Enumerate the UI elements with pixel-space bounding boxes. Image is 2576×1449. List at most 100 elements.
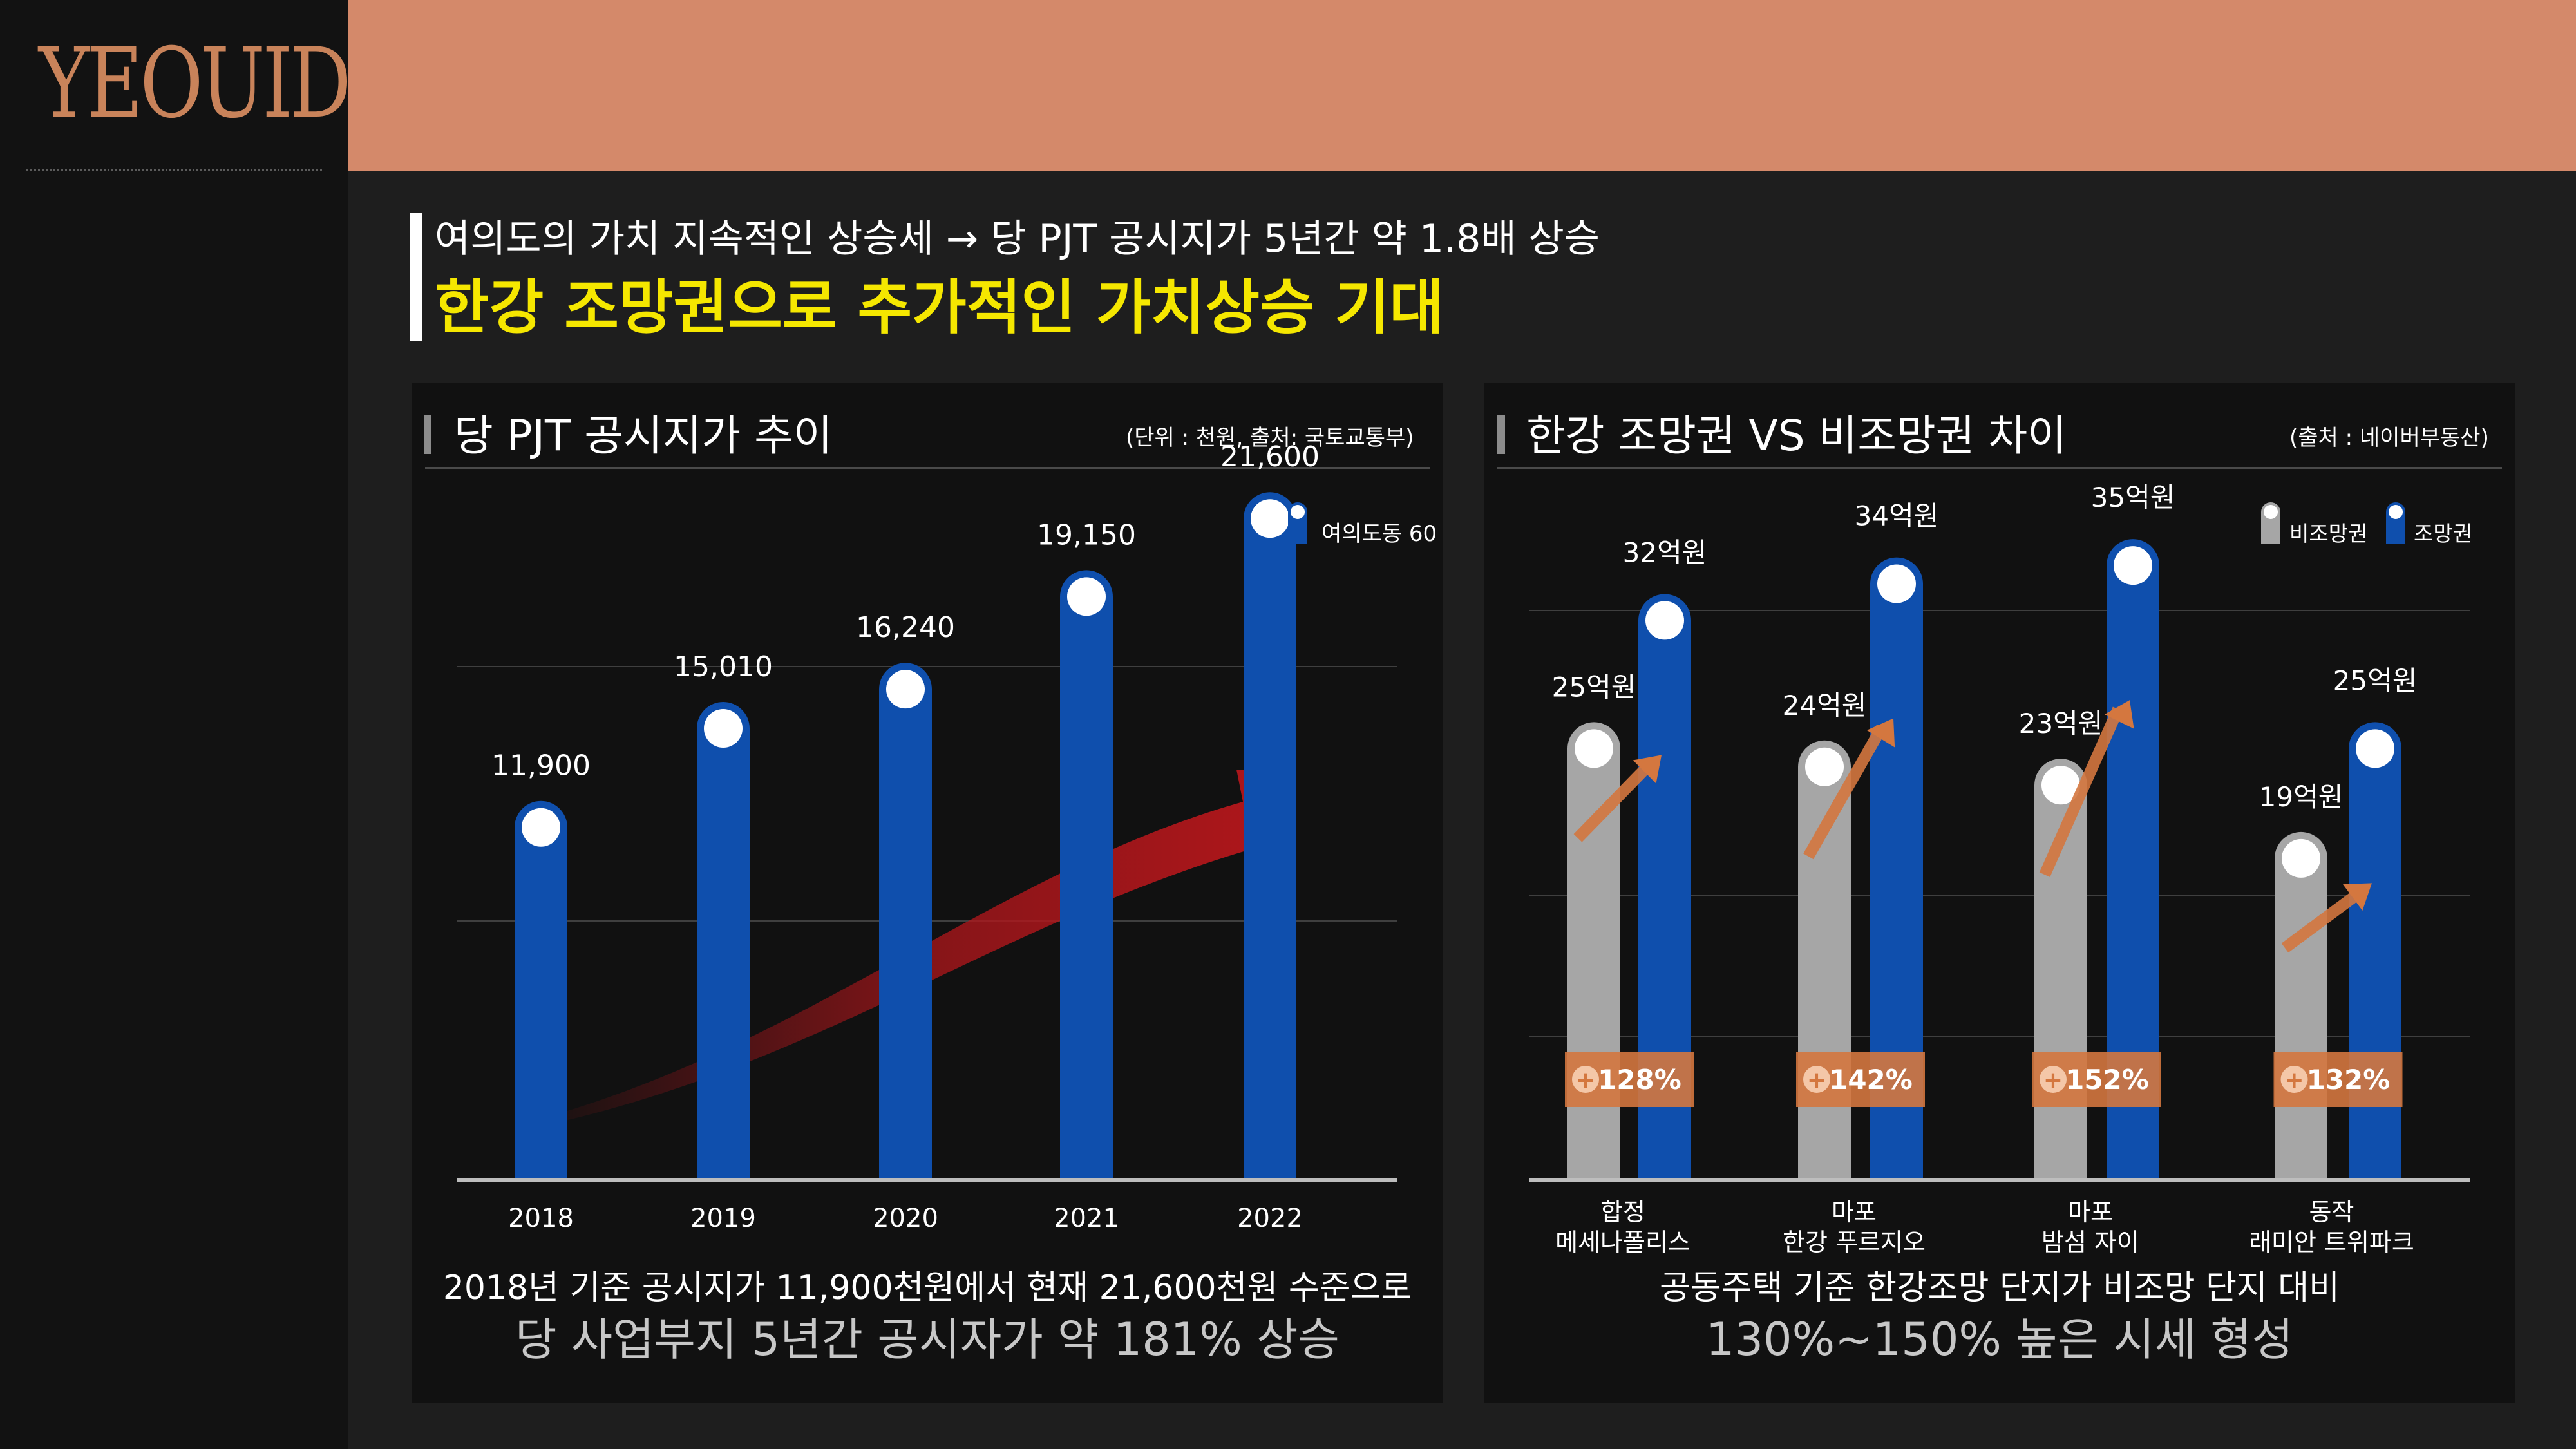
increase-arrow-shaft <box>2281 887 2364 953</box>
logo-divider <box>26 169 322 171</box>
view-premium-panel: 한강 조망권 VS 비조망권 차이 (출처 : 네이버부동산) 25억원 32억원… <box>1484 383 2515 1403</box>
bar-cap-dot <box>1645 601 1684 640</box>
x-tick-label: 2020 <box>873 1204 938 1233</box>
premium-badge: +152% <box>2032 1052 2161 1107</box>
summary-line-2: 당 사업부지 5년간 공시자가 약 181% 상승 <box>515 1313 1340 1366</box>
increase-arrow <box>1573 755 1662 842</box>
bar-cap-dot <box>2356 729 2394 768</box>
panel-divider <box>1497 467 2502 469</box>
x-tick-label: 2022 <box>1237 1204 1303 1233</box>
plus-icon <box>1803 1066 1830 1093</box>
bar <box>697 701 750 1180</box>
land-price-panel: 당 PJT 공시지가 추이 (단위 : 천원, 출처: 국토교통부) 11,90… <box>412 383 1443 1403</box>
legend-swatch-dot <box>2264 505 2278 519</box>
bar <box>879 663 932 1180</box>
data-label: 21,600 <box>1220 440 1320 473</box>
increase-arrow-head <box>2104 700 2134 729</box>
bar-view <box>1638 594 1691 1180</box>
x-tick-label: 마포 <box>2068 1198 2113 1226</box>
bar-cap-dot <box>704 708 743 748</box>
bar-cap-dot <box>1067 577 1106 616</box>
premium-badge: +128% <box>1565 1052 1694 1107</box>
x-tick-label: 2021 <box>1054 1204 1119 1233</box>
increase-arrow-shaft <box>1803 724 1887 860</box>
bar <box>515 800 567 1180</box>
x-tick-label: 한강 푸르지오 <box>1783 1228 1926 1256</box>
bar-view <box>2349 722 2401 1180</box>
bar-cap-dot <box>522 808 560 847</box>
plus-icon <box>2280 1066 2308 1093</box>
data-label: 19,150 <box>1037 518 1136 551</box>
bar-cap-dot <box>2114 546 2152 585</box>
premium-badge-label: 152% <box>2065 1064 2149 1095</box>
increase-arrow <box>1803 718 1895 860</box>
x-tick-label: 동작 <box>2309 1198 2354 1226</box>
panel-marker <box>1497 415 1505 454</box>
premium-badge: +132% <box>2273 1052 2403 1107</box>
legend-label: 조망권 <box>2414 521 2472 546</box>
increase-arrow <box>2039 700 2134 877</box>
premium-badge-label: 142% <box>1829 1064 1913 1095</box>
data-label: 32억원 <box>1623 536 1707 568</box>
bar-cap-dot <box>1877 564 1916 603</box>
bar-non-view <box>2034 759 2087 1180</box>
top-banner <box>348 0 2576 171</box>
data-label: 24억원 <box>1783 690 1867 721</box>
x-tick-label: 밤섬 자이 <box>2041 1228 2139 1256</box>
plus-icon-glyph: + <box>2043 1067 2063 1094</box>
plus-icon-glyph: + <box>1807 1067 1826 1094</box>
x-tick-label: 래미안 트위파크 <box>2249 1228 2414 1256</box>
bar <box>1060 570 1113 1180</box>
premium-badge: +142% <box>1796 1052 1925 1107</box>
summary-line-1: 2018년 기준 공시지가 11,900천원에서 현재 21,600천원 수준으… <box>442 1269 1412 1307</box>
legend-swatch-dot <box>2389 505 2403 519</box>
x-tick-label: 합정 <box>1600 1198 1645 1226</box>
bar-cap-dot <box>1251 499 1289 538</box>
plus-icon <box>1572 1066 1599 1093</box>
bar-non-view <box>1567 722 1620 1180</box>
bar-cap-dot <box>1575 729 1613 768</box>
land-price-chart: 11,900 2018 15,010 2019 16,240 2020 19,150 2021… <box>457 440 1437 1233</box>
premium-badge-label: 128% <box>1598 1064 1681 1095</box>
x-tick-label: 2018 <box>508 1204 574 1233</box>
legend-swatch-dot <box>1291 505 1305 519</box>
increase-arrow-head <box>1633 755 1662 784</box>
increase-arrow-shaft <box>2039 706 2124 877</box>
data-label: 35억원 <box>2091 482 2175 513</box>
summary-line-2: 130%~150% 높은 시세 형성 <box>1705 1313 2294 1366</box>
plus-icon-glyph: + <box>2284 1067 2304 1094</box>
brand-logo: YEOUIDO <box>39 28 412 140</box>
bar-view <box>1870 557 1923 1180</box>
increase-arrow-head <box>1866 718 1895 748</box>
data-label: 11,900 <box>491 750 591 782</box>
bar-cap-dot <box>886 670 925 709</box>
bar-non-view <box>2275 831 2327 1180</box>
increase-arrow-shaft <box>1573 760 1654 842</box>
panel-marker <box>424 415 431 454</box>
sidebar: YEOUIDO <box>0 0 412 1449</box>
data-label: 16,240 <box>856 611 955 644</box>
chart-legend: 여의도동 60 <box>1288 502 1437 547</box>
data-label: 19억원 <box>2259 781 2344 813</box>
heading-title: 한강 조망권으로 추가적인 가치상승 기대 <box>435 273 1444 342</box>
panel-divider <box>425 467 1430 469</box>
bar <box>1244 492 1296 1180</box>
legend-label: 여의도동 60 <box>1321 521 1437 547</box>
summary-line-1: 공동주택 기준 한강조망 단지가 비조망 단지 대비 <box>1660 1269 2340 1307</box>
x-tick-label: 메세나폴리스 <box>1555 1228 1690 1256</box>
data-label: 15,010 <box>674 650 773 683</box>
bar-cap-dot <box>2041 766 2080 805</box>
x-tick-label: 마포 <box>1832 1198 1877 1226</box>
plus-icon <box>2040 1066 2067 1093</box>
panel-source-note: (단위 : 천원, 출처: 국토교통부) <box>1126 425 1414 451</box>
premium-badge-label: 132% <box>2307 1064 2391 1095</box>
bar-cap-dot <box>1805 747 1844 786</box>
increase-arrow <box>2281 883 2372 953</box>
heading-subtitle: 여의도의 가치 지속적인 상승세 → 당 PJT 공시지가 5년간 약 1.8배… <box>435 216 1600 261</box>
bar-cap-dot <box>2282 838 2320 878</box>
data-label: 23억원 <box>2019 708 2103 739</box>
increase-arrow-head <box>2343 883 2372 911</box>
panel-title: 당 PJT 공시지가 추이 <box>454 411 833 460</box>
data-label: 25억원 <box>1552 671 1636 703</box>
bar-view <box>2107 539 2159 1180</box>
